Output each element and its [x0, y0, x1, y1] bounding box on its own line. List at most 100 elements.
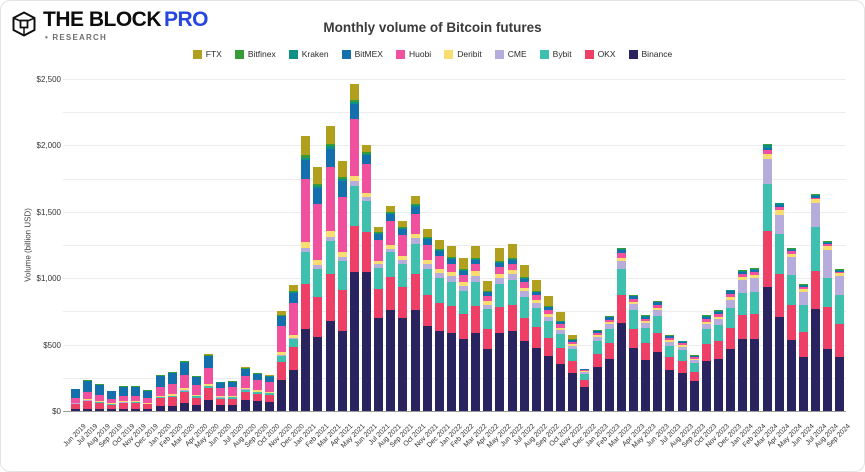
bar-segment-bitmex[interactable] [422, 239, 432, 246]
bar-segment-ftx[interactable] [313, 166, 323, 185]
bar-segment-ftx[interactable] [204, 354, 214, 355]
bar-segment-bybit[interactable] [191, 396, 201, 398]
bar-segment-cme[interactable] [689, 360, 699, 363]
bar-segment-deribit[interactable] [434, 268, 444, 273]
bar-segment-bybit[interactable] [386, 252, 396, 277]
bar-segment-cme[interactable] [544, 316, 554, 321]
bar-segment-bitmex[interactable] [483, 292, 493, 296]
bar-segment-binance[interactable] [82, 408, 92, 411]
bar-segment-bitmex[interactable] [94, 384, 104, 395]
bar-segment-binance[interactable] [191, 405, 201, 411]
bar-dec-2021[interactable] [434, 240, 444, 411]
bar-segment-bitmex[interactable] [446, 259, 456, 264]
bar-segment-ftx[interactable] [483, 280, 493, 291]
bar-segment-binance[interactable] [143, 409, 153, 411]
bar-segment-bybit[interactable] [835, 294, 845, 325]
bar-segment-huobi[interactable] [252, 379, 262, 391]
bar-segment-bitmex[interactable] [726, 291, 736, 294]
bar-segment-okx[interactable] [483, 328, 493, 350]
bar-nov-2019[interactable] [131, 385, 141, 411]
bar-segment-okx[interactable] [580, 380, 590, 388]
bar-segment-bitmex[interactable] [701, 316, 711, 320]
bar-segment-bitmex[interactable] [495, 263, 505, 268]
bar-segment-kraken[interactable] [313, 186, 323, 189]
bar-segment-cme[interactable] [507, 274, 517, 281]
bar-apr-2020[interactable] [191, 375, 201, 411]
bar-segment-deribit[interactable] [361, 193, 371, 198]
bar-aug-2024[interactable] [823, 241, 833, 411]
bar-segment-okx[interactable] [289, 347, 299, 370]
bar-segment-binance[interactable] [811, 309, 821, 411]
bar-segment-binance[interactable] [471, 332, 481, 411]
bar-segment-bitfinex[interactable] [106, 390, 116, 392]
bar-segment-okx[interactable] [313, 296, 323, 337]
bar-segment-huobi[interactable] [531, 295, 541, 301]
bar-segment-huobi[interactable] [641, 318, 651, 322]
bar-segment-bybit[interactable] [592, 340, 602, 354]
bar-segment-okx[interactable] [252, 394, 262, 402]
bar-segment-huobi[interactable] [131, 395, 141, 402]
bar-segment-kraken[interactable] [289, 291, 299, 293]
bar-segment-binance[interactable] [386, 310, 396, 411]
bar-jul-2019[interactable] [82, 379, 92, 411]
bar-segment-cme[interactable] [665, 341, 675, 346]
bar-segment-binance[interactable] [349, 271, 359, 411]
bar-segment-binance[interactable] [556, 363, 566, 411]
bar-segment-kraken[interactable] [544, 306, 554, 308]
bar-segment-bitmex[interactable] [386, 214, 396, 222]
bar-nov-2022[interactable] [568, 335, 578, 411]
bar-segment-bybit[interactable] [714, 324, 724, 342]
bar-segment-huobi[interactable] [762, 150, 772, 155]
bar-segment-cme[interactable] [762, 159, 772, 184]
bar-segment-huobi[interactable] [289, 302, 299, 335]
bar-segment-bitfinex[interactable] [240, 368, 250, 369]
bar-segment-deribit[interactable] [750, 274, 760, 279]
bar-segment-okx[interactable] [179, 392, 189, 404]
bar-segment-cme[interactable] [616, 260, 626, 269]
bar-segment-bybit[interactable] [252, 392, 262, 395]
bar-segment-huobi[interactable] [459, 275, 469, 283]
bar-segment-bybit[interactable] [240, 389, 250, 392]
bar-segment-huobi[interactable] [811, 197, 821, 200]
bar-nov-2021[interactable] [422, 228, 432, 411]
bar-segment-bitfinex[interactable] [495, 261, 505, 263]
bar-segment-deribit[interactable] [422, 259, 432, 264]
bar-segment-okx[interactable] [191, 397, 201, 406]
bar-segment-bitmex[interactable] [459, 271, 469, 276]
bar-segment-bitfinex[interactable] [301, 155, 311, 159]
bar-segment-cme[interactable] [531, 303, 541, 308]
bar-segment-okx[interactable] [361, 231, 371, 272]
legend-item-bitfinex[interactable]: Bitfinex [234, 49, 276, 59]
bar-segment-bitmex[interactable] [616, 249, 626, 254]
bar-segment-binance[interactable] [228, 404, 238, 411]
bar-segment-kraken[interactable] [361, 153, 371, 156]
bar-segment-binance[interactable] [325, 320, 335, 411]
bar-segment-bitfinex[interactable] [349, 99, 359, 103]
bar-segment-huobi[interactable] [167, 384, 177, 395]
bar-segment-huobi[interactable] [143, 398, 153, 403]
bar-segment-bitfinex[interactable] [762, 144, 772, 146]
bar-segment-bybit[interactable] [228, 397, 238, 399]
bar-apr-2022[interactable] [483, 280, 493, 411]
bar-segment-binance[interactable] [289, 369, 299, 411]
bar-segment-okx[interactable] [446, 306, 456, 333]
bar-segment-kraken[interactable] [301, 158, 311, 161]
bar-segment-bitfinex[interactable] [143, 389, 153, 391]
bar-jan-2021[interactable] [301, 135, 311, 411]
bar-segment-huobi[interactable] [592, 332, 602, 336]
bar-segment-binance[interactable] [519, 341, 529, 411]
bar-segment-bitmex[interactable] [398, 229, 408, 236]
bar-segment-deribit[interactable] [653, 307, 663, 311]
bar-segment-deribit[interactable] [471, 271, 481, 276]
bar-jul-2021[interactable] [374, 226, 384, 411]
bar-jan-2022[interactable] [446, 245, 456, 411]
bar-segment-kraken[interactable] [410, 205, 420, 207]
bar-segment-bitmex[interactable] [374, 233, 384, 240]
bar-segment-bybit[interactable] [774, 233, 784, 274]
bar-segment-cme[interactable] [835, 276, 845, 295]
bar-segment-ftx[interactable] [519, 265, 529, 278]
bar-segment-huobi[interactable] [204, 368, 214, 384]
bar-segment-okx[interactable] [94, 402, 104, 409]
bar-segment-deribit[interactable] [823, 246, 833, 250]
bar-segment-kraken[interactable] [799, 284, 808, 286]
